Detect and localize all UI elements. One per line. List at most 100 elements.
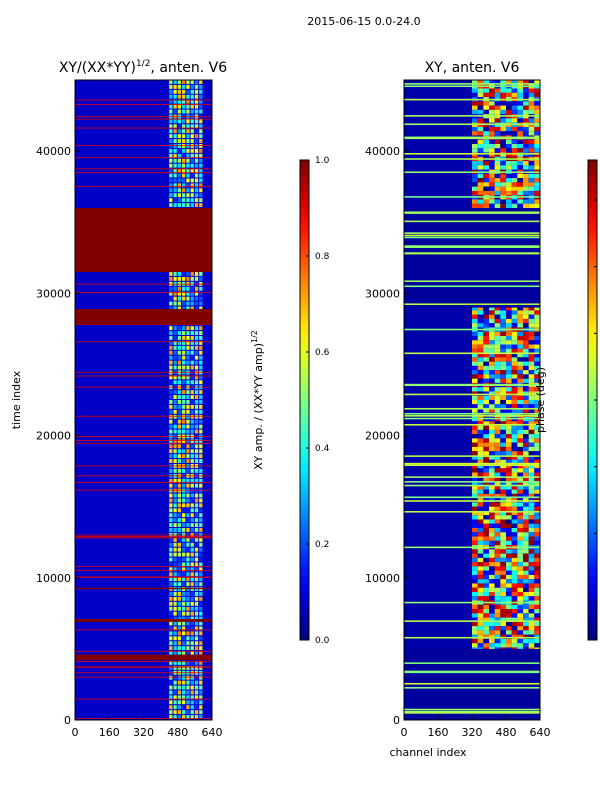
heatmap-cell [483,532,489,537]
heatmap-cell [472,617,478,622]
heatmap-cell [477,532,484,537]
heatmap-cell [169,636,173,641]
heatmap-cell [169,355,173,360]
heatmap-cell [483,109,489,115]
heatmap-cell [517,178,523,183]
heatmap-cell [534,634,540,639]
heatmap-cell [483,391,489,396]
heatmap-cell [199,596,203,601]
heatmap-cell [472,144,478,149]
heatmap-cell [528,570,535,575]
heatmap-cell [483,643,489,648]
heatmap-cell [169,518,173,523]
heatmap-cell [199,340,203,345]
heatmap-cell [190,168,194,173]
heatmap-cell [523,408,529,413]
heatmap-cell [199,675,203,680]
heatmap-cell [177,276,182,281]
heatmap-cell [177,459,182,463]
heatmap-cell [483,604,489,610]
heatmap-cell [186,523,190,527]
y-tick-label: 40000 [365,145,400,158]
heatmap-cell [177,478,182,483]
heatmap-cell [173,119,177,124]
heatmap-cell [477,173,484,179]
heatmap-cell [477,395,484,400]
heatmap-streak [404,636,540,639]
heatmap-cell [500,178,506,183]
x-tick-label: 480 [167,726,188,739]
heatmap-cell [199,188,203,193]
heatmap-cell [173,626,177,631]
heatmap-cell [506,587,512,592]
heatmap-cell [489,404,495,409]
heatmap-cell [199,272,203,276]
heatmap-cell [500,348,506,354]
heatmap-cell [523,118,529,123]
heatmap-cell [182,193,186,198]
heatmap-cell [182,134,186,139]
heatmap-cell [173,636,177,641]
heatmap-cell [182,508,186,513]
heatmap-cell [186,89,190,94]
heatmap-cell [190,188,194,193]
heatmap-cell [190,596,194,601]
heatmap-cell [528,553,535,558]
heatmap-cell [169,606,173,611]
heatmap-cell [477,126,484,132]
heatmap-cell [517,109,523,115]
heatmap-cell [177,582,182,587]
heatmap-cell [169,621,173,626]
heatmap-cell [483,442,489,447]
heatmap-cell [194,144,199,148]
heatmap-cell [182,153,186,158]
heatmap-cell [483,340,489,345]
heatmap-cell [199,582,203,587]
heatmap-cell [182,429,186,434]
heatmap-cell [494,88,501,93]
heatmap-cell [182,400,186,404]
heatmap-cell [190,523,194,527]
heatmap-cell [177,636,182,641]
heatmap-cell [506,451,512,456]
heatmap-cell [190,119,194,124]
heatmap-cell [534,314,540,319]
heatmap-cell [528,80,535,85]
heatmap-cell [173,552,177,557]
heatmap-cell [190,557,194,562]
heatmap-cell [169,695,173,700]
heatmap-cell [534,604,540,610]
heatmap-cell [534,310,540,315]
left-colorbar-label-main: XY amp. / (XX*YY amp) [252,343,265,470]
heatmap-cell [483,570,489,575]
heatmap-cell [194,80,199,84]
heatmap-cell [173,153,177,158]
heatmap-cell [190,163,194,168]
heatmap-cell [534,523,540,528]
heatmap-cell [523,438,529,443]
heatmap-cell [494,331,501,336]
heatmap-streak [404,171,540,174]
heatmap-cell [169,80,173,84]
heatmap-cell [194,419,199,424]
heatmap-cell [483,464,489,469]
heatmap-cell [173,345,177,350]
heatmap-cell [173,390,177,395]
heatmap-cell [169,700,173,705]
heatmap-cell [534,515,540,520]
heatmap-cell [472,630,478,635]
heatmap-cell [483,481,489,486]
heatmap-cell [177,572,182,577]
heatmap-cell [489,570,495,575]
heatmap-cell [190,592,194,596]
heatmap-cell [506,165,512,170]
heatmap-cell [500,536,506,541]
heatmap-cell [169,468,173,473]
heatmap-cell [511,148,518,153]
heatmap-cell [500,434,506,439]
heatmap-cell [494,348,501,354]
heatmap-cell [506,118,512,123]
heatmap-cell [500,596,506,601]
heatmap-cell [182,636,186,641]
